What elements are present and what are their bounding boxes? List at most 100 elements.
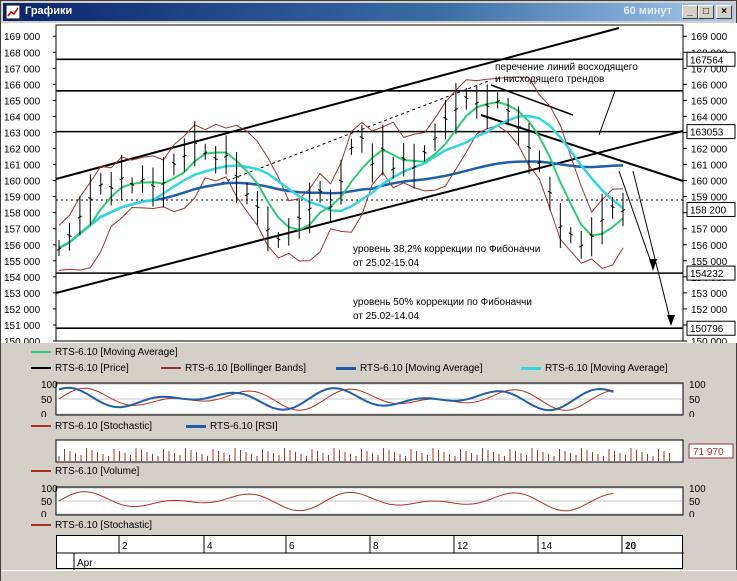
day-label: 8 xyxy=(373,541,379,552)
price-bar-tick xyxy=(77,215,83,219)
price-bar-tick xyxy=(150,184,156,188)
y-tick-label-left: 151 000 xyxy=(4,321,41,332)
osc-series-line xyxy=(58,386,614,412)
level-label: 163053 xyxy=(690,128,724,139)
price-bar-tick xyxy=(88,197,93,201)
chart-app-icon xyxy=(6,5,20,19)
y-tick-label-right: 167 000 xyxy=(691,64,728,75)
horizontal-scrollbar[interactable] xyxy=(1,570,737,581)
time-axis[interactable]: 2 4 6 8 12 14 16 20 Apr xyxy=(56,535,684,570)
day-label: 16 xyxy=(625,541,637,552)
price-bar-tick xyxy=(317,188,323,193)
price-bar-tick xyxy=(422,150,427,154)
title-bar[interactable]: Графики 60 минут _ □ × xyxy=(3,3,734,21)
timeframe-label: 60 минут xyxy=(623,5,672,17)
price-bar-tick xyxy=(495,99,500,104)
legend-swatch xyxy=(161,367,181,370)
price-bar-tick xyxy=(516,125,521,129)
legend-rsi: RTS-6.10 [RSI] xyxy=(186,421,278,432)
price-bar-tick xyxy=(359,136,365,140)
window-title: Графики xyxy=(25,5,73,17)
price-bar-tick xyxy=(464,95,469,100)
legend-stoch-1: RTS-6.10 [Stochastic] xyxy=(31,421,152,432)
price-bar-tick xyxy=(526,145,532,149)
minimize-button[interactable]: _ xyxy=(682,5,698,19)
y-tick-label-left: 162 000 xyxy=(4,145,41,156)
y-tick-label-left: 167 000 xyxy=(4,64,41,75)
y-tick-label-right: 166 000 xyxy=(691,80,728,91)
price-bar-tick xyxy=(411,165,417,169)
price-bar-tick xyxy=(537,160,542,165)
y-tick-label-left: 156 000 xyxy=(4,241,41,252)
osc-tick-label-right: 50 xyxy=(689,497,701,508)
y-tick-label-right: 164 000 xyxy=(691,112,728,123)
y-tick-label-right: 153 000 xyxy=(691,289,728,300)
osc-tick-label-left: 0 xyxy=(41,510,47,517)
y-tick-label-left: 152 000 xyxy=(4,305,41,316)
price-bar-tick xyxy=(443,116,448,121)
close-button[interactable]: × xyxy=(716,5,732,19)
osc-tick-label-left: 50 xyxy=(41,497,53,508)
day-label: 12 xyxy=(457,541,469,552)
month-label: Apr xyxy=(77,558,93,569)
price-bar-tick xyxy=(558,225,563,229)
arrow-head-1 xyxy=(649,259,657,271)
level-label-box xyxy=(686,201,736,217)
price-bar-tick xyxy=(255,205,260,209)
legend-label: RTS-6.10 [Moving Average] xyxy=(55,347,178,358)
y-tick-label-left: 169 000 xyxy=(4,32,41,43)
legend-swatch xyxy=(186,424,206,428)
osc-tick-label-right: 100 xyxy=(689,485,706,495)
price-bar-tick xyxy=(56,247,62,251)
stoch-panel[interactable]: 100 100 50 50 0 0 xyxy=(1,485,737,517)
price-bar-tick xyxy=(286,231,292,235)
legend-bollinger: RTS-6.10 [Bollinger Bands] xyxy=(161,363,306,374)
legend-price: RTS-6.10 [Price] xyxy=(31,363,129,374)
legend-ma-blue: RTS-6.10 [Moving Average] xyxy=(336,363,482,374)
osc-series-line xyxy=(58,387,614,411)
left-price-axis: 169 000 168 000 167 000 166 000 165 000 164 0… xyxy=(4,32,56,343)
annotation-trend-intersection-2: и нисходящего трендов xyxy=(495,74,604,85)
price-bar-tick xyxy=(171,161,177,165)
arrow-line-1 xyxy=(618,170,654,269)
price-bar-tick xyxy=(620,209,626,213)
price-bar-tick xyxy=(380,147,386,151)
price-bar-tick xyxy=(401,156,406,161)
maximize-button[interactable]: □ xyxy=(698,5,714,19)
annotation-fib-50-2: от 25.02-14.04 xyxy=(353,311,420,322)
volume-value-box xyxy=(688,443,734,459)
price-bar-tick xyxy=(296,216,302,220)
level-label-box xyxy=(686,51,736,67)
legend-swatch xyxy=(31,351,51,354)
osc-tick-label-right: 50 xyxy=(689,395,701,406)
legend-volume: RTS-6.10 [Volume] xyxy=(31,466,139,477)
annotation-fib-382-1: уровень 38,2% коррекции по Фибоначчи xyxy=(353,243,540,255)
price-bar-tick xyxy=(610,205,615,209)
trend-lines xyxy=(55,27,684,326)
y-tick-label-left: 154 000 xyxy=(4,273,41,284)
price-panel[interactable]: 169 000 168 000 167 000 166 000 165 000 164 0… xyxy=(1,23,737,343)
legend-label: RTS-6.10 [Bollinger Bands] xyxy=(185,363,306,374)
level-label-box xyxy=(686,320,736,336)
price-series-group xyxy=(56,76,626,271)
legend-swatch xyxy=(31,470,51,473)
price-bar-tick xyxy=(568,232,574,236)
price-bar-tick xyxy=(474,101,480,105)
price-bar-tick xyxy=(161,181,166,186)
annotation-fib-382-2: от 25.02-15.04 xyxy=(353,258,420,269)
stoch-rsi-panel[interactable]: 100 100 50 50 0 0 xyxy=(1,381,737,417)
legend-swatch xyxy=(31,524,51,527)
osc-series-line xyxy=(58,491,614,512)
legend-swatch xyxy=(336,366,356,370)
price-bar-tick xyxy=(349,146,354,150)
osc-tick-label-right: 0 xyxy=(689,410,695,417)
day-label: 2 xyxy=(122,541,128,552)
y-tick-label-left: 159 000 xyxy=(4,193,41,204)
y-tick-label-right: 162 000 xyxy=(691,145,728,156)
price-bar-tick xyxy=(338,179,344,183)
volume-panel[interactable]: 71 970 xyxy=(1,439,737,463)
annotations-group: перечение линий восходящего и нисходящег… xyxy=(353,62,638,322)
